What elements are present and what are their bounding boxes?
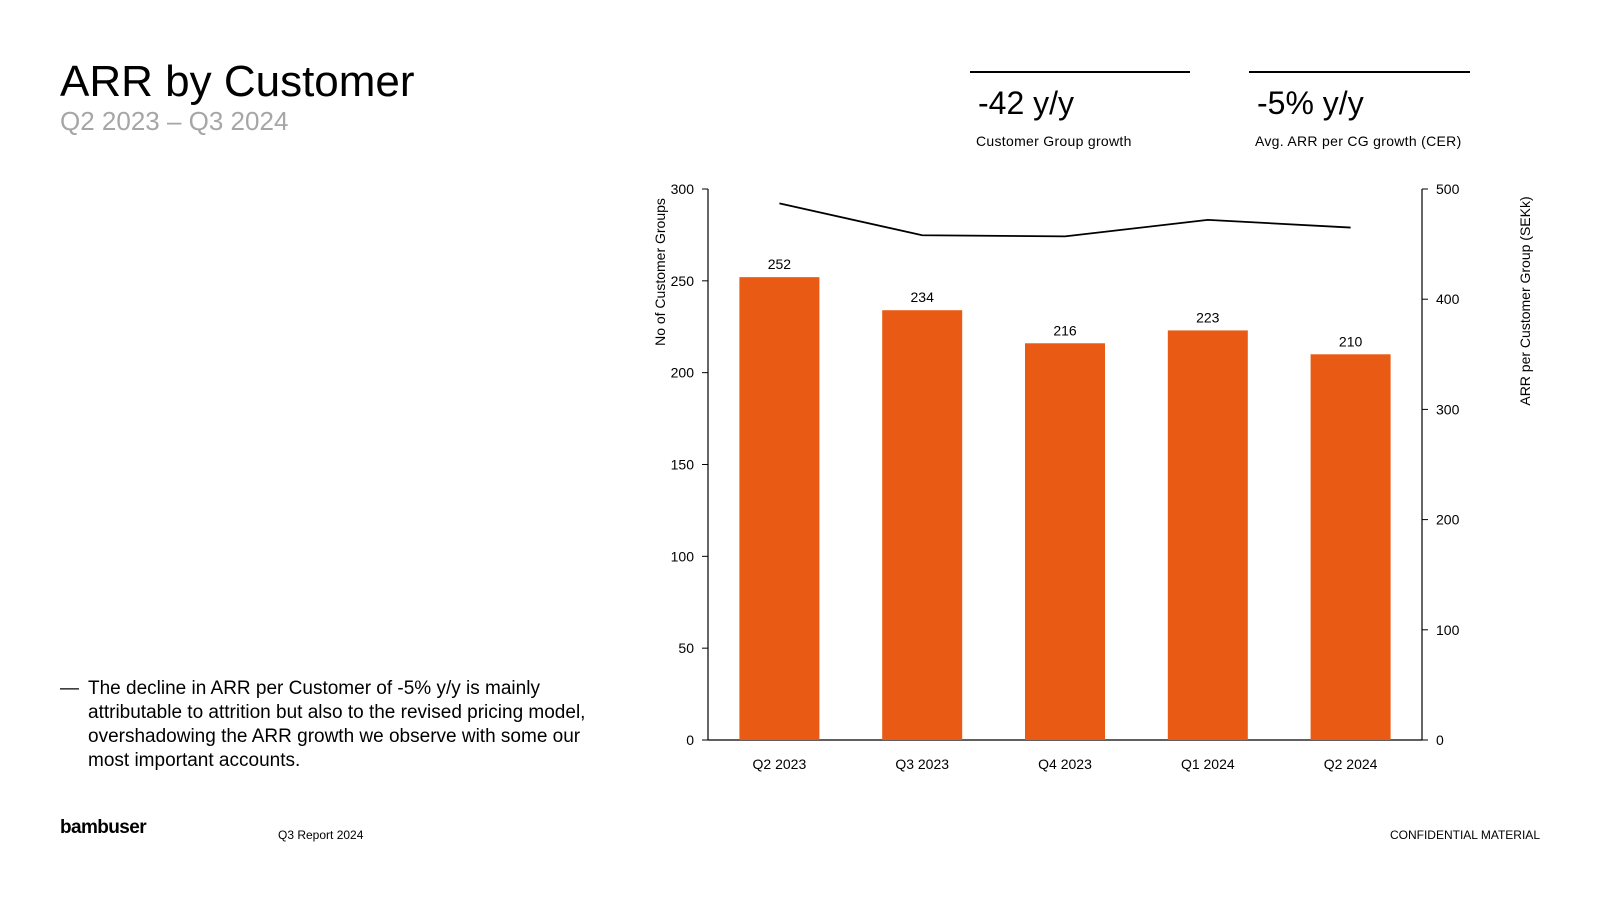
bar-q2-2023: [739, 277, 820, 740]
kpi-1-value: -42 y/y: [978, 85, 1075, 121]
y-tick-label-right: 300: [1436, 401, 1460, 417]
bar-data-label: 252: [768, 256, 792, 272]
bullet-marker: —: [60, 678, 79, 699]
page-title: ARR by Customer: [60, 57, 415, 106]
kpi-1-label: Customer Group growth: [976, 133, 1132, 149]
bar-q1-2024: [1167, 330, 1248, 740]
bar-data-label: 234: [911, 289, 935, 305]
bar-q2-2024: [1310, 354, 1391, 740]
commentary-bullet: — The decline in ARR per Customer of -5%…: [60, 677, 600, 773]
y-axis-title-left: No of Customer Groups: [652, 198, 668, 346]
bar-data-label: 216: [1053, 322, 1077, 338]
y-tick-label-left: 100: [671, 548, 695, 564]
bar-data-label: 210: [1339, 333, 1363, 349]
arr-per-customer-line: [779, 202, 1351, 238]
kpi-1-rule: [970, 71, 1190, 73]
y-tick-label-left: 50: [678, 640, 694, 656]
y-tick-label-right: 100: [1436, 622, 1460, 638]
y-tick-label-right: 500: [1436, 181, 1460, 197]
commentary-text: The decline in ARR per Customer of -5% y…: [88, 678, 586, 771]
page-subtitle: Q2 2023 – Q3 2024: [60, 106, 289, 136]
y-tick-label-right: 200: [1436, 512, 1460, 528]
y-tick-label-left: 0: [686, 732, 694, 748]
x-tick-label: Q3 2023: [895, 756, 949, 772]
x-tick-label: Q1 2024: [1181, 756, 1235, 772]
bar-q3-2023: [882, 310, 963, 740]
y-tick-label-left: 300: [671, 181, 695, 197]
y-tick-label-right: 400: [1436, 291, 1460, 307]
y-tick-label-left: 200: [671, 365, 695, 381]
x-tick-label: Q4 2023: [1038, 756, 1092, 772]
x-tick-label: Q2 2024: [1324, 756, 1378, 772]
bar-data-label: 223: [1196, 309, 1220, 325]
y-axis-title-right: ARR per Customer Group (SEKk): [1517, 196, 1533, 405]
footer-report-label: Q3 Report 2024: [278, 828, 364, 842]
kpi-2-rule: [1249, 71, 1470, 73]
kpi-2-label: Avg. ARR per CG growth (CER): [1255, 133, 1462, 149]
bar-q4-2023: [1025, 343, 1105, 740]
y-tick-label-left: 250: [671, 273, 695, 289]
kpi-2-value: -5% y/y: [1257, 85, 1364, 121]
x-tick-label: Q2 2023: [753, 756, 807, 772]
footer-confidential-label: CONFIDENTIAL MATERIAL: [1389, 828, 1540, 842]
bambuser-logo: bambuser: [60, 817, 147, 838]
y-tick-label-right: 0: [1436, 732, 1444, 748]
y-tick-label-left: 150: [671, 457, 695, 473]
